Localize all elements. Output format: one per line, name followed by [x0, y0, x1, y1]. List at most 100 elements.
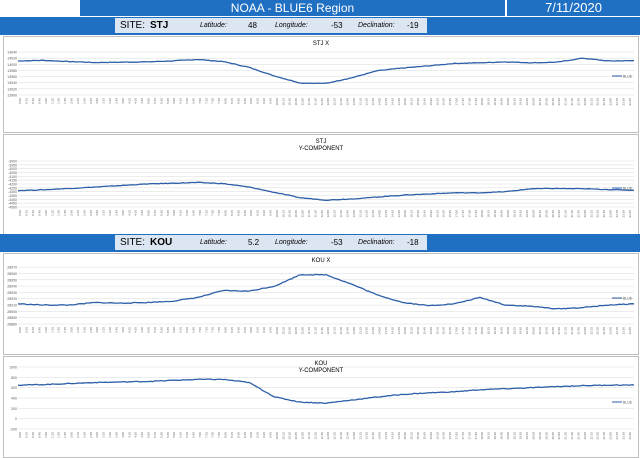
x-tick-label: 16:00: [429, 432, 433, 440]
x-tick-label: 15:45: [422, 210, 426, 218]
x-tick-label: 17:15: [461, 327, 465, 335]
x-tick-label: 3:45: [114, 210, 118, 216]
x-tick-label: 23:00: [609, 432, 613, 440]
x-tick-label: 23:30: [621, 210, 625, 218]
x-tick-label: 7:45: [217, 98, 221, 104]
y-tick-label: 13920: [7, 87, 17, 91]
x-tick-label: 8:45: [243, 432, 247, 438]
x-tick-label: 17:45: [474, 432, 478, 440]
x-tick-label: 4:45: [140, 327, 144, 333]
x-tick-label: 18:30: [493, 98, 497, 106]
x-tick-label: 17:15: [461, 432, 465, 440]
x-tick-label: 23:15: [615, 327, 619, 335]
x-tick-label: 22:00: [583, 210, 587, 218]
chart-stj-x: STJ X 13900 13920 13940 13960 13980 14000 14020…: [3, 36, 639, 133]
x-tick-label: 22:00: [583, 432, 587, 440]
x-tick-label: 16:30: [442, 327, 446, 335]
x-tick-label: 17:00: [455, 327, 459, 335]
x-tick-label: 5:45: [166, 210, 170, 216]
y-tick-label: 13940: [7, 81, 17, 85]
y-tick-label: -4150: [8, 179, 17, 183]
y-tick-label: 28910: [7, 304, 17, 308]
x-tick-label: 21:30: [570, 210, 574, 218]
x-tick-label: 15:15: [410, 210, 414, 218]
x-tick-label: 14:30: [390, 210, 394, 218]
x-tick-label: 6:45: [191, 210, 195, 216]
x-tick-label: 7:45: [217, 210, 221, 216]
x-tick-label: 12:45: [345, 210, 349, 218]
x-tick-label: 20:30: [544, 210, 548, 218]
x-tick-label: 16:30: [442, 98, 446, 106]
x-tick-label: 7:00: [198, 210, 202, 216]
report-date: 7/11/2020: [507, 0, 640, 16]
y-tick-label: 13900: [7, 94, 17, 98]
site-code: STJ: [150, 18, 168, 33]
y-tick-label: 13960: [7, 75, 17, 79]
x-tick-label: 23:15: [615, 432, 619, 440]
x-tick-label: 4:45: [140, 210, 144, 216]
x-tick-label: 17:45: [474, 327, 478, 335]
x-tick-label: 0:00: [18, 210, 22, 216]
x-tick-label: 23:45: [628, 210, 632, 218]
x-tick-label: 14:30: [390, 432, 394, 440]
x-tick-label: 19:15: [512, 98, 516, 106]
x-tick-label: 22:00: [583, 327, 587, 335]
site-info-stj: SITE: STJ Latitude: 48 Longitude: -53 De…: [115, 18, 427, 33]
x-tick-label: 14:30: [390, 327, 394, 335]
series-line: [18, 58, 634, 83]
y-tick-label: -4050: [8, 171, 17, 175]
x-tick-label: 21:15: [564, 98, 568, 106]
x-tick-label: 17:15: [461, 210, 465, 218]
x-tick-label: 13:45: [371, 210, 375, 218]
x-tick-label: 11:15: [307, 98, 311, 106]
x-tick-label: 21:45: [576, 98, 580, 106]
x-tick-label: 2:15: [76, 432, 80, 438]
x-tick-label: 2:00: [70, 432, 74, 438]
x-tick-label: 20:15: [538, 327, 542, 335]
x-tick-label: 10:45: [294, 210, 298, 218]
x-tick-label: 11:30: [313, 432, 317, 440]
x-tick-label: 20:00: [532, 98, 536, 106]
y-tick-label: 1000: [9, 366, 17, 370]
x-tick-label: 21:30: [570, 98, 574, 106]
x-tick-label: 3:00: [95, 327, 99, 333]
x-tick-label: 16:45: [448, 327, 452, 335]
site-code: KOU: [150, 235, 172, 250]
x-tick-label: 4:15: [127, 98, 131, 104]
x-tick-label: 21:15: [564, 210, 568, 218]
x-tick-label: 15:00: [403, 210, 407, 218]
x-tick-label: 9:15: [256, 210, 260, 216]
x-tick-label: 12:15: [333, 432, 337, 440]
x-tick-label: 9:30: [262, 210, 266, 216]
x-tick-label: 1:45: [63, 98, 67, 104]
y-tick-label: -4200: [8, 183, 17, 187]
x-tick-label: 4:15: [127, 432, 131, 438]
x-tick-label: 11:30: [313, 98, 317, 106]
x-tick-label: 6:15: [179, 98, 183, 104]
x-tick-label: 9:00: [249, 327, 253, 333]
x-tick-label: 13:30: [365, 327, 369, 335]
x-tick-label: 1:45: [63, 327, 67, 333]
x-tick-label: 14:15: [384, 98, 388, 106]
x-tick-label: 4:30: [134, 98, 138, 104]
x-tick-label: 11:15: [307, 210, 311, 218]
x-tick-label: 3:15: [102, 98, 106, 104]
y-tick-label: -4350: [8, 194, 17, 198]
x-tick-label: 19:00: [506, 432, 510, 440]
y-tick-label: 400: [11, 397, 17, 401]
x-tick-label: 6:00: [172, 327, 176, 333]
x-tick-label: 5:30: [159, 210, 163, 216]
y-tick-label: -4250: [8, 186, 17, 190]
chart-title: KOU X: [312, 258, 331, 264]
x-tick-label: 23:30: [621, 432, 625, 440]
x-tick-label: 16:45: [448, 210, 452, 218]
y-tick-label: -200: [10, 428, 17, 432]
x-tick-label: 1:00: [44, 210, 48, 216]
y-tick-label: 28900: [7, 310, 17, 314]
x-tick-label: 17:15: [461, 98, 465, 106]
x-tick-label: 0:15: [25, 210, 29, 216]
y-tick-label: 0: [15, 417, 17, 421]
x-tick-label: 0:00: [18, 98, 22, 104]
x-tick-label: 23:30: [621, 327, 625, 335]
x-tick-label: 19:30: [519, 432, 523, 440]
